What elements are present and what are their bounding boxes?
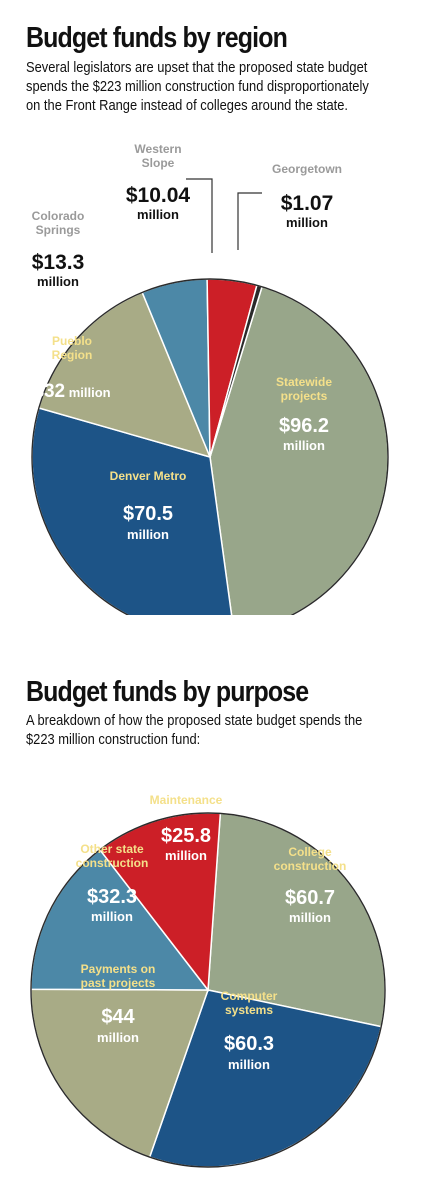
slice-value: $96.2 — [279, 415, 329, 437]
slice-unit: million — [165, 848, 207, 863]
slice-value: $32 million — [33, 381, 110, 402]
slice-name: Springs — [36, 223, 81, 237]
slice-unit: million — [286, 215, 328, 230]
leader-line — [186, 178, 213, 253]
pie-outline — [31, 278, 389, 615]
slice-name: Other state — [80, 842, 144, 856]
slice-value: $25.8 — [161, 825, 211, 847]
slice-name: Slope — [142, 156, 175, 170]
slice-unit: million — [137, 207, 179, 222]
slice-unit: million — [91, 909, 133, 924]
slice-name: Computer — [221, 989, 278, 1003]
chart1-title: Budget funds by region — [26, 22, 288, 54]
slice-name: construction — [76, 856, 149, 870]
slice-value: $10.04 — [126, 184, 191, 207]
slice-name: past projects — [81, 976, 156, 990]
slice-name: projects — [281, 389, 328, 403]
slice-name: Statewide — [276, 375, 332, 389]
leader-line — [237, 192, 262, 250]
slice-value: $13.3 — [32, 251, 85, 274]
slice-name: systems — [225, 1003, 273, 1017]
slice-value: $1.07 — [281, 192, 334, 215]
slice-unit: million — [127, 527, 169, 542]
slice-value: $60.3 — [224, 1033, 274, 1055]
pie-outline — [30, 812, 386, 1168]
slice-name: Pueblo — [52, 334, 92, 348]
slice-unit: million — [228, 1057, 270, 1072]
slice-unit: million — [289, 910, 331, 925]
slice-name: Denver Metro — [110, 469, 187, 483]
chart2-title: Budget funds by purpose — [26, 676, 309, 708]
slice-name: Region — [52, 348, 93, 362]
slice-value: $32.3 — [87, 886, 137, 908]
slice-name: College — [288, 845, 332, 859]
slice-name: Maintenance — [150, 793, 223, 807]
slice-unit: million — [37, 274, 79, 289]
slice-name: Georgetown — [272, 162, 342, 176]
slice-name: construction — [274, 859, 347, 873]
slice-value: $70.5 — [123, 503, 173, 525]
slice-label-denver-metro: Denver Metro $70.5 million — [110, 469, 187, 542]
slice-name: Western — [134, 142, 181, 156]
slice-name: Payments on — [81, 962, 156, 976]
slice-value: $44 — [101, 1006, 135, 1028]
purpose-pie-chart: Collegeconstruction$60.7millionComputers… — [30, 793, 386, 1168]
chart1-subtitle: Several legislators are upset that the p… — [26, 59, 369, 114]
slice-name: Colorado — [32, 209, 85, 223]
chart2-subtitle: A breakdown of how the proposed state bu… — [26, 712, 363, 748]
slice-unit: million — [283, 438, 325, 453]
slice-unit: million — [97, 1030, 139, 1045]
slice-value: $60.7 — [285, 887, 335, 909]
